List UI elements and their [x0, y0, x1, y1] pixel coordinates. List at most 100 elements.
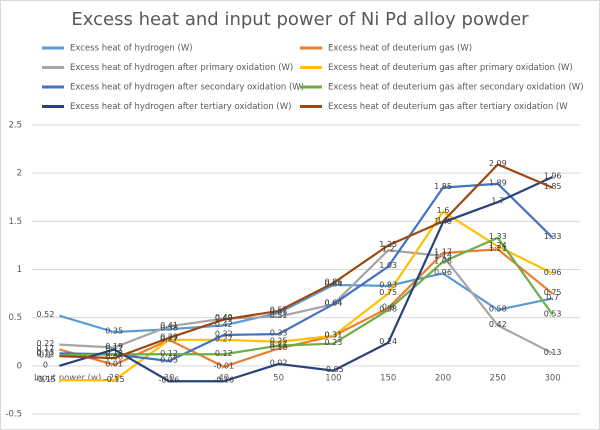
data-label: 1.24: [489, 241, 507, 250]
data-label: 0.27: [215, 334, 233, 343]
data-label: 0.19: [105, 342, 123, 351]
x-tick-label: 20: [109, 373, 120, 383]
data-label: 0.02: [270, 358, 288, 367]
y-tick-label: 2.5: [8, 121, 22, 131]
data-label: 1.33: [489, 232, 507, 241]
x-tick-label: 40: [218, 373, 229, 383]
data-label: 0: [43, 360, 48, 369]
legend-label: Excess heat of hydrogen after tertiary o…: [70, 102, 291, 112]
data-label: 0.7: [546, 293, 559, 302]
legend-label: Excess heat of hydrogen after secondary …: [70, 83, 304, 93]
x-tick-label: 50: [273, 373, 284, 383]
data-label: 2.09: [489, 159, 507, 168]
data-label: 0.27: [160, 334, 178, 343]
data-label: 0.57: [270, 305, 288, 314]
data-label: 0.23: [324, 338, 342, 347]
data-label: 0.17: [36, 344, 54, 353]
data-label: -0.05: [323, 365, 344, 374]
data-label: 0.42: [489, 320, 507, 329]
chart-title: Excess heat and input power of Ni Pd all…: [71, 9, 529, 30]
data-label: -0.16: [213, 376, 234, 385]
data-label: 0.17: [105, 344, 123, 353]
data-label: 0.52: [36, 310, 54, 319]
data-label: 0.38: [160, 324, 178, 333]
data-label: 0.53: [544, 309, 562, 318]
data-label: 0.58: [379, 304, 397, 313]
data-label: 0.58: [489, 304, 507, 313]
series-line: [59, 236, 554, 357]
data-label: 0.51: [270, 311, 288, 320]
data-label: 0.12: [105, 349, 123, 358]
data-label: 0.75: [379, 288, 397, 297]
data-label: 0.42: [215, 320, 233, 329]
data-label: 1.89: [489, 178, 507, 187]
data-label: 0.24: [379, 337, 397, 346]
data-label: 1.5: [437, 216, 450, 225]
data-label: 0.41: [160, 321, 178, 330]
y-tick-label: 1.5: [8, 217, 22, 227]
data-label: -0.01: [213, 361, 234, 370]
data-label: 0.05: [160, 356, 178, 365]
data-label: 0.08: [105, 353, 123, 362]
data-label: 0.13: [36, 348, 54, 357]
data-label: 0.31: [324, 330, 342, 339]
data-label: 0.25: [270, 336, 288, 345]
data-label: 1.08: [434, 256, 452, 265]
y-tick-label: 1: [17, 265, 22, 275]
data-label: 0.21: [270, 340, 288, 349]
data-label: 1.49: [434, 217, 452, 226]
legend-label: Excess heat of deuterium gas (W): [328, 44, 472, 54]
series-line: [59, 176, 554, 383]
series-line: [59, 249, 554, 355]
data-label: 0.18: [270, 343, 288, 352]
data-label: 0.96: [434, 268, 452, 277]
x-tick-label: 150: [380, 373, 396, 383]
data-label: 1.6: [437, 206, 450, 215]
data-label: 1.21: [489, 244, 507, 253]
x-tick-label: 250: [490, 373, 506, 383]
data-label: 0.12: [160, 349, 178, 358]
series-line: [59, 210, 554, 382]
data-label: 1.85: [434, 182, 452, 191]
series-line: [59, 182, 554, 363]
y-tick-label: 2: [17, 169, 22, 179]
data-label: 1.17: [434, 248, 452, 257]
data-label: 0.64: [324, 299, 342, 308]
x-tick-label: 100: [325, 373, 341, 383]
data-label: 0.49: [215, 313, 233, 322]
data-label: 0.12: [105, 349, 123, 358]
data-label: 1.33: [544, 232, 562, 241]
data-label: 0.35: [105, 327, 123, 336]
data-label: 0.64: [324, 299, 342, 308]
data-label: 0.33: [270, 329, 288, 338]
series-line: [59, 163, 554, 360]
data-label: 0.48: [215, 314, 233, 323]
data-label: 1.96: [544, 172, 562, 181]
data-label: 0.75: [544, 288, 562, 297]
data-label: 1.25: [379, 240, 397, 249]
data-label: 0.83: [379, 280, 397, 289]
y-tick-label: -0.5: [5, 410, 22, 420]
y-tick-label: 0: [17, 361, 22, 371]
data-label: 0.13: [544, 348, 562, 357]
x-tick-label: 300: [544, 373, 560, 383]
data-label: 0.96: [544, 268, 562, 277]
data-label: 0.01: [105, 359, 123, 368]
data-label: 0.86: [324, 277, 342, 286]
legend-label: Excess heat of hydrogen after primary ox…: [70, 63, 293, 73]
legend-label: Excess heat of deuterium gas after terti…: [328, 102, 568, 112]
x-tick-label: Input power (w): [34, 373, 101, 383]
data-label: -0.15: [104, 375, 125, 384]
series-line: [59, 248, 554, 368]
data-label: 0.32: [215, 330, 233, 339]
data-label: -0.16: [159, 376, 180, 385]
data-label: 1.7: [491, 197, 504, 206]
data-label: 0.11: [36, 350, 54, 359]
data-label: 1.03: [379, 261, 397, 270]
y-tick-label: 0.5: [8, 313, 22, 323]
data-label: 1.85: [544, 182, 562, 191]
data-label: 0.6: [382, 303, 395, 312]
legend-label: Excess heat of deuterium gas after prima…: [328, 63, 573, 73]
x-tick-label: 200: [435, 373, 451, 383]
